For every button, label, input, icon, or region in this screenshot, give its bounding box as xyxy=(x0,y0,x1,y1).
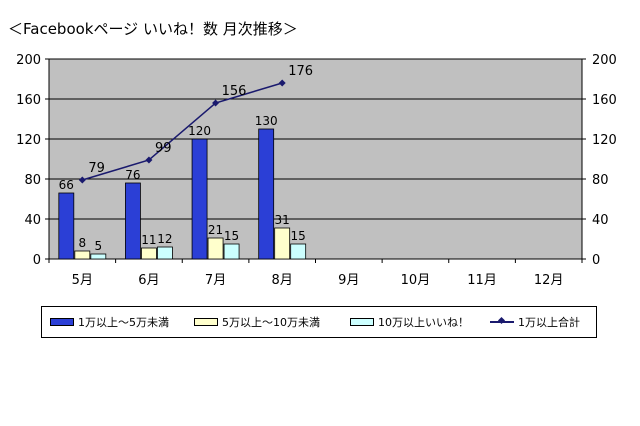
line-data-label: 99 xyxy=(155,141,172,156)
legend-label-4: 1万以上合計 xyxy=(518,316,580,329)
x-tick-label: 8月 xyxy=(272,273,293,288)
bar xyxy=(157,246,173,260)
data-label: 12 xyxy=(157,232,172,246)
series-line xyxy=(82,82,283,181)
legend-label-3: 10万以上いいね！ xyxy=(378,316,469,329)
x-tick-label: 9月 xyxy=(338,273,359,288)
line-point xyxy=(78,176,86,184)
y-tick-label: 80 xyxy=(24,173,41,188)
bar xyxy=(258,128,275,260)
y2-tick-label: 160 xyxy=(592,93,617,108)
line-data-label: 79 xyxy=(88,161,105,176)
data-label: 130 xyxy=(255,114,278,128)
bar xyxy=(290,243,307,260)
bar xyxy=(274,227,291,260)
y-tick-label: 160 xyxy=(16,93,41,108)
bar xyxy=(191,138,208,260)
y-tick-label: 40 xyxy=(24,213,41,228)
bar xyxy=(74,250,91,260)
data-label: 11 xyxy=(141,233,156,247)
y-tick-label: 0 xyxy=(33,253,41,268)
data-label: 8 xyxy=(78,236,86,250)
legend-label-1: 1万以上～5万未満 xyxy=(78,316,169,329)
bar xyxy=(223,243,240,260)
bar xyxy=(58,192,75,260)
bar xyxy=(90,253,107,260)
line-point xyxy=(145,156,153,164)
legend-item-2: 5万以上～10万未満 xyxy=(194,315,320,329)
x-tick-label: 11月 xyxy=(467,273,497,288)
bar xyxy=(141,247,157,260)
data-label: 31 xyxy=(275,213,290,227)
data-label: 21 xyxy=(208,223,223,237)
data-label: 120 xyxy=(188,124,211,138)
y2-tick-label: 0 xyxy=(592,253,600,268)
chart-title: ＜Facebookページ いいね！数 月次推移＞ xyxy=(8,20,298,38)
y-tick-label: 200 xyxy=(16,53,41,68)
y2-tick-label: 120 xyxy=(592,133,617,148)
y2-tick-label: 80 xyxy=(592,173,609,188)
line-data-label: 156 xyxy=(222,84,247,99)
y-tick-label: 120 xyxy=(16,133,41,148)
legend-swatch-3 xyxy=(350,318,374,326)
x-tick-label: 12月 xyxy=(534,273,564,288)
data-label: 5 xyxy=(94,239,102,253)
legend-swatch-2 xyxy=(194,318,218,326)
legend-item-4: 1万以上合計 xyxy=(490,315,580,329)
line-point xyxy=(278,79,286,87)
line-data-label: 176 xyxy=(288,64,313,79)
x-tick-label: 5月 xyxy=(72,273,93,288)
data-label: 66 xyxy=(59,178,74,192)
x-tick-label: 10月 xyxy=(401,273,431,288)
data-label: 15 xyxy=(291,229,306,243)
line-point xyxy=(212,99,220,107)
data-label: 76 xyxy=(125,168,140,182)
y2-tick-label: 40 xyxy=(592,213,609,228)
bar xyxy=(125,182,141,260)
legend-line-marker xyxy=(490,318,514,326)
x-tick-label: 7月 xyxy=(205,273,226,288)
y2-tick-label: 200 xyxy=(592,53,617,68)
bar xyxy=(207,237,224,260)
x-tick-label: 6月 xyxy=(138,273,159,288)
legend-item-1: 1万以上～5万未満 xyxy=(50,315,169,329)
legend-item-3: 10万以上いいね！ xyxy=(350,315,469,329)
legend-label-2: 5万以上～10万未満 xyxy=(222,316,320,329)
legend-swatch-1 xyxy=(50,318,74,326)
legend: 1万以上～5万未満 5万以上～10万未満 10万以上いいね！ 1万以上合計 xyxy=(41,306,597,338)
data-label: 15 xyxy=(224,229,239,243)
